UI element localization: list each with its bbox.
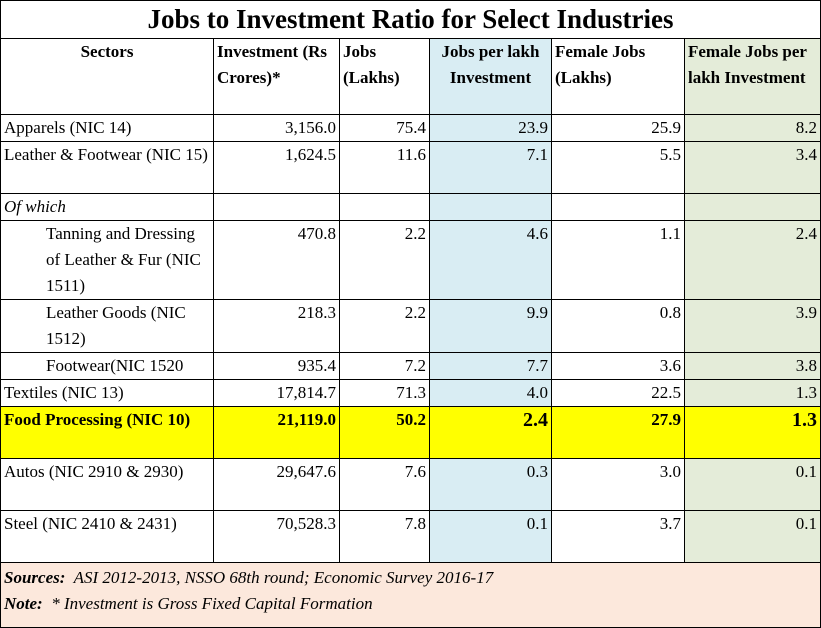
female-per-lakh-cell: 1.3 xyxy=(683,406,821,459)
header-jobs-per-lakh: Jobs per lakh Investment xyxy=(429,38,552,115)
female-jobs-cell: 3.0 xyxy=(551,458,685,511)
footer-row: Sources: ASI 2012-2013, NSSO 68th round;… xyxy=(0,562,821,628)
sector-cell: Leather & Footwear (NIC 15) xyxy=(0,141,214,194)
header-sectors: Sectors xyxy=(0,38,214,115)
jobs-cell: 11.6 xyxy=(339,141,430,194)
sector-cell: Food Processing (NIC 10) xyxy=(0,406,214,459)
table-row: Leather Goods (NIC 1512) 218.3 2.2 9.9 0… xyxy=(0,299,821,353)
note-label: Note: xyxy=(4,594,43,613)
jobs-cell xyxy=(339,193,430,221)
female-jobs-cell: 1.1 xyxy=(551,220,685,300)
investment-cell xyxy=(213,193,340,221)
sector-cell: Apparels (NIC 14) xyxy=(0,114,214,142)
table-row: Textiles (NIC 13) 17,814.7 71.3 4.0 22.5… xyxy=(0,379,821,407)
jobs-per-lakh-cell: 4.0 xyxy=(429,379,552,407)
jobs-per-lakh-cell: 23.9 xyxy=(429,114,552,142)
investment-cell: 470.8 xyxy=(213,220,340,300)
female-jobs-cell: 27.9 xyxy=(551,406,685,459)
jobs-cell: 2.2 xyxy=(339,299,430,353)
header-investment: Investment (Rs Crores)* xyxy=(213,38,340,115)
female-jobs-cell: 22.5 xyxy=(551,379,685,407)
sector-cell: Autos (NIC 2910 & 2930) xyxy=(0,458,214,511)
table-row: Of which xyxy=(0,193,821,221)
female-jobs-cell xyxy=(551,193,685,221)
jobs-per-lakh-cell: 7.1 xyxy=(429,141,552,194)
note-line: Note: * Investment is Gross Fixed Capita… xyxy=(4,591,817,617)
header-female-jobs: Female Jobs (Lakhs) xyxy=(551,38,685,115)
female-jobs-cell: 5.5 xyxy=(551,141,685,194)
sources-line: Sources: ASI 2012-2013, NSSO 68th round;… xyxy=(4,565,817,591)
sector-cell: Steel (NIC 2410 & 2431) xyxy=(0,510,214,563)
table-row: Steel (NIC 2410 & 2431) 70,528.3 7.8 0.1… xyxy=(0,510,821,563)
investment-cell: 935.4 xyxy=(213,352,340,380)
jobs-cell: 7.2 xyxy=(339,352,430,380)
investment-cell: 3,156.0 xyxy=(213,114,340,142)
sector-cell: Tanning and Dressing of Leather & Fur (N… xyxy=(0,220,214,300)
sector-cell: Leather Goods (NIC 1512) xyxy=(0,299,214,353)
header-female-per-lakh: Female Jobs per lakh Investment xyxy=(683,38,821,115)
sources-label: Sources: xyxy=(4,568,66,587)
jobs-per-lakh-cell: 0.3 xyxy=(429,458,552,511)
jobs-cell: 7.6 xyxy=(339,458,430,511)
female-per-lakh-cell: 3.8 xyxy=(683,352,821,380)
female-per-lakh-cell: 1.3 xyxy=(683,379,821,407)
female-per-lakh-cell xyxy=(683,193,821,221)
jobs-per-lakh-cell: 2.4 xyxy=(429,406,552,459)
female-per-lakh-cell: 2.4 xyxy=(683,220,821,300)
header-row: Sectors Investment (Rs Crores)* Jobs (La… xyxy=(0,38,821,115)
table-row: Tanning and Dressing of Leather & Fur (N… xyxy=(0,220,821,300)
female-jobs-cell: 3.7 xyxy=(551,510,685,563)
table-row: Footwear(NIC 1520 935.4 7.2 7.7 3.6 3.8 xyxy=(0,352,821,380)
jobs-cell: 7.8 xyxy=(339,510,430,563)
jobs-cell: 50.2 xyxy=(339,406,430,459)
jobs-cell: 71.3 xyxy=(339,379,430,407)
table-row-highlighted: Food Processing (NIC 10) 21,119.0 50.2 2… xyxy=(0,406,821,459)
investment-cell: 17,814.7 xyxy=(213,379,340,407)
table-row: Apparels (NIC 14) 3,156.0 75.4 23.9 25.9… xyxy=(0,114,821,142)
female-per-lakh-cell: 8.2 xyxy=(683,114,821,142)
sources-text: ASI 2012-2013, NSSO 68th round; Economic… xyxy=(73,568,494,587)
jobs-cell: 2.2 xyxy=(339,220,430,300)
jobs-per-lakh-cell xyxy=(429,193,552,221)
sector-cell: Of which xyxy=(0,193,214,221)
investment-cell: 21,119.0 xyxy=(213,406,340,459)
female-jobs-cell: 3.6 xyxy=(551,352,685,380)
table-title: Jobs to Investment Ratio for Select Indu… xyxy=(0,0,821,39)
table-row: Autos (NIC 2910 & 2930) 29,647.6 7.6 0.3… xyxy=(0,458,821,511)
jobs-per-lakh-cell: 4.6 xyxy=(429,220,552,300)
female-jobs-cell: 0.8 xyxy=(551,299,685,353)
jobs-per-lakh-cell: 9.9 xyxy=(429,299,552,353)
investment-cell: 218.3 xyxy=(213,299,340,353)
female-per-lakh-cell: 3.4 xyxy=(683,141,821,194)
investment-cell: 1,624.5 xyxy=(213,141,340,194)
investment-cell: 29,647.6 xyxy=(213,458,340,511)
note-text: * Investment is Gross Fixed Capital Form… xyxy=(51,594,373,613)
header-jobs: Jobs (Lakhs) xyxy=(339,38,430,115)
table-row: Leather & Footwear (NIC 15) 1,624.5 11.6… xyxy=(0,141,821,194)
female-per-lakh-cell: 0.1 xyxy=(683,510,821,563)
female-per-lakh-cell: 3.9 xyxy=(683,299,821,353)
female-per-lakh-cell: 0.1 xyxy=(683,458,821,511)
jobs-per-lakh-cell: 7.7 xyxy=(429,352,552,380)
sources-note: Sources: ASI 2012-2013, NSSO 68th round;… xyxy=(0,562,821,628)
jobs-per-lakh-cell: 0.1 xyxy=(429,510,552,563)
female-jobs-cell: 25.9 xyxy=(551,114,685,142)
jobs-cell: 75.4 xyxy=(339,114,430,142)
sector-cell: Textiles (NIC 13) xyxy=(0,379,214,407)
investment-cell: 70,528.3 xyxy=(213,510,340,563)
sector-cell: Footwear(NIC 1520 xyxy=(0,352,214,380)
